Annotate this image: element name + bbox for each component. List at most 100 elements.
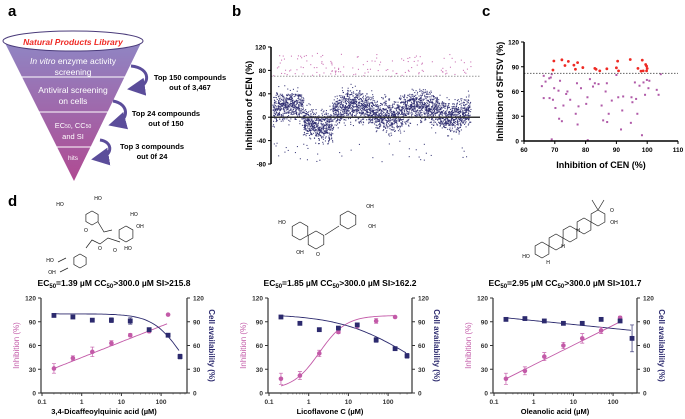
scatter-point	[375, 112, 377, 114]
scatter-point	[446, 117, 448, 119]
scatter-point	[374, 112, 376, 114]
scatter-point	[346, 114, 348, 116]
scatter-point	[321, 132, 323, 134]
scatter-point	[332, 109, 334, 111]
scatter-point	[344, 112, 346, 114]
scatter-point	[453, 105, 455, 107]
scatter-point	[433, 112, 435, 114]
scatter-point	[429, 111, 431, 113]
scatter-point	[419, 88, 421, 90]
scatter-point	[330, 121, 332, 123]
scatter-point	[425, 98, 427, 100]
scatter-point	[359, 92, 361, 94]
scatter-point	[463, 104, 465, 106]
atom-label: HO	[130, 212, 138, 218]
scatter-point	[323, 72, 325, 74]
inhibition-point	[51, 366, 57, 371]
scatter-point	[425, 97, 427, 99]
scatter-point	[297, 108, 299, 110]
scatter-point	[458, 120, 460, 122]
atom-label: OH	[136, 224, 144, 230]
scatter-point	[289, 108, 291, 110]
scatter-point	[412, 105, 414, 107]
scatter-point	[304, 127, 306, 129]
scatter-point	[441, 102, 443, 104]
viability-point	[404, 353, 410, 359]
scatter-point	[415, 149, 417, 151]
scatter-point	[386, 125, 388, 127]
scatter-point	[366, 106, 368, 108]
scatter-point	[330, 115, 332, 117]
scatter-point	[281, 95, 283, 97]
scatter-point	[305, 112, 307, 114]
scatter-point	[325, 123, 327, 125]
scatter-point	[575, 82, 578, 85]
scatter-point	[458, 113, 460, 115]
scatter-point	[459, 110, 461, 112]
scatter-point	[294, 152, 296, 154]
scatter-point	[462, 110, 464, 112]
scatter-point	[435, 111, 437, 113]
scatter-point	[276, 109, 278, 111]
scatter-point	[406, 104, 408, 106]
scatter-point	[347, 105, 349, 107]
scatter-point	[357, 95, 359, 97]
scatter-point	[377, 70, 379, 72]
scatter-point	[468, 115, 470, 117]
x-axis-label: Oleanolic acid (µM)	[521, 407, 590, 416]
scatter-point	[361, 111, 363, 113]
scatter-point	[428, 105, 430, 107]
scatter-point	[437, 102, 439, 104]
scatter-point	[290, 108, 292, 110]
scatter-point	[417, 105, 419, 107]
y-tick-label: 120	[255, 45, 266, 52]
scatter-point	[383, 126, 385, 128]
right-y-tick-label: 30	[193, 367, 201, 374]
scatter-point	[431, 106, 433, 108]
scatter-point	[335, 105, 337, 107]
stage3-label-line2: and SI	[62, 132, 84, 141]
scatter-point	[586, 139, 589, 142]
scatter-point	[418, 106, 420, 108]
scatter-point	[365, 104, 367, 106]
scatter-point	[311, 119, 313, 121]
scatter-point	[275, 109, 277, 111]
scatter-point	[401, 122, 403, 124]
scatter-point	[391, 112, 393, 114]
scatter-point	[394, 123, 396, 125]
scatter-point	[366, 99, 368, 101]
scatter-point	[399, 119, 401, 121]
scatter-point	[415, 98, 417, 100]
scatter-point	[283, 103, 285, 105]
scatter-point	[352, 107, 354, 109]
scatter-point	[298, 113, 300, 115]
scatter-point	[390, 76, 392, 78]
scatter-point	[285, 101, 287, 103]
scatter-point	[553, 87, 556, 90]
scatter-point	[440, 107, 442, 109]
scatter-point	[402, 101, 404, 103]
atom-label: OH	[48, 270, 56, 276]
scatter-point	[335, 103, 337, 105]
scatter-point	[302, 107, 304, 109]
scatter-point	[334, 96, 336, 98]
scatter-point	[376, 54, 378, 56]
scatter-point	[350, 94, 352, 96]
scatter-point	[288, 112, 290, 114]
right-y-tick-label: 30	[643, 367, 651, 374]
scatter-point	[459, 119, 461, 121]
inhibition-point	[336, 329, 341, 335]
scatter-point	[350, 108, 352, 110]
scatter-point	[429, 93, 431, 95]
scatter-point	[644, 93, 647, 96]
scatter-point	[430, 91, 432, 93]
scatter-point	[300, 95, 302, 97]
scatter-point	[319, 159, 321, 161]
scatter-point	[334, 111, 336, 113]
scatter-point	[387, 113, 389, 115]
scatter-point	[304, 123, 306, 125]
scatter-point	[355, 100, 357, 102]
scatter-point	[461, 147, 463, 149]
scatter-point	[350, 121, 352, 123]
scatter-point	[413, 110, 415, 112]
